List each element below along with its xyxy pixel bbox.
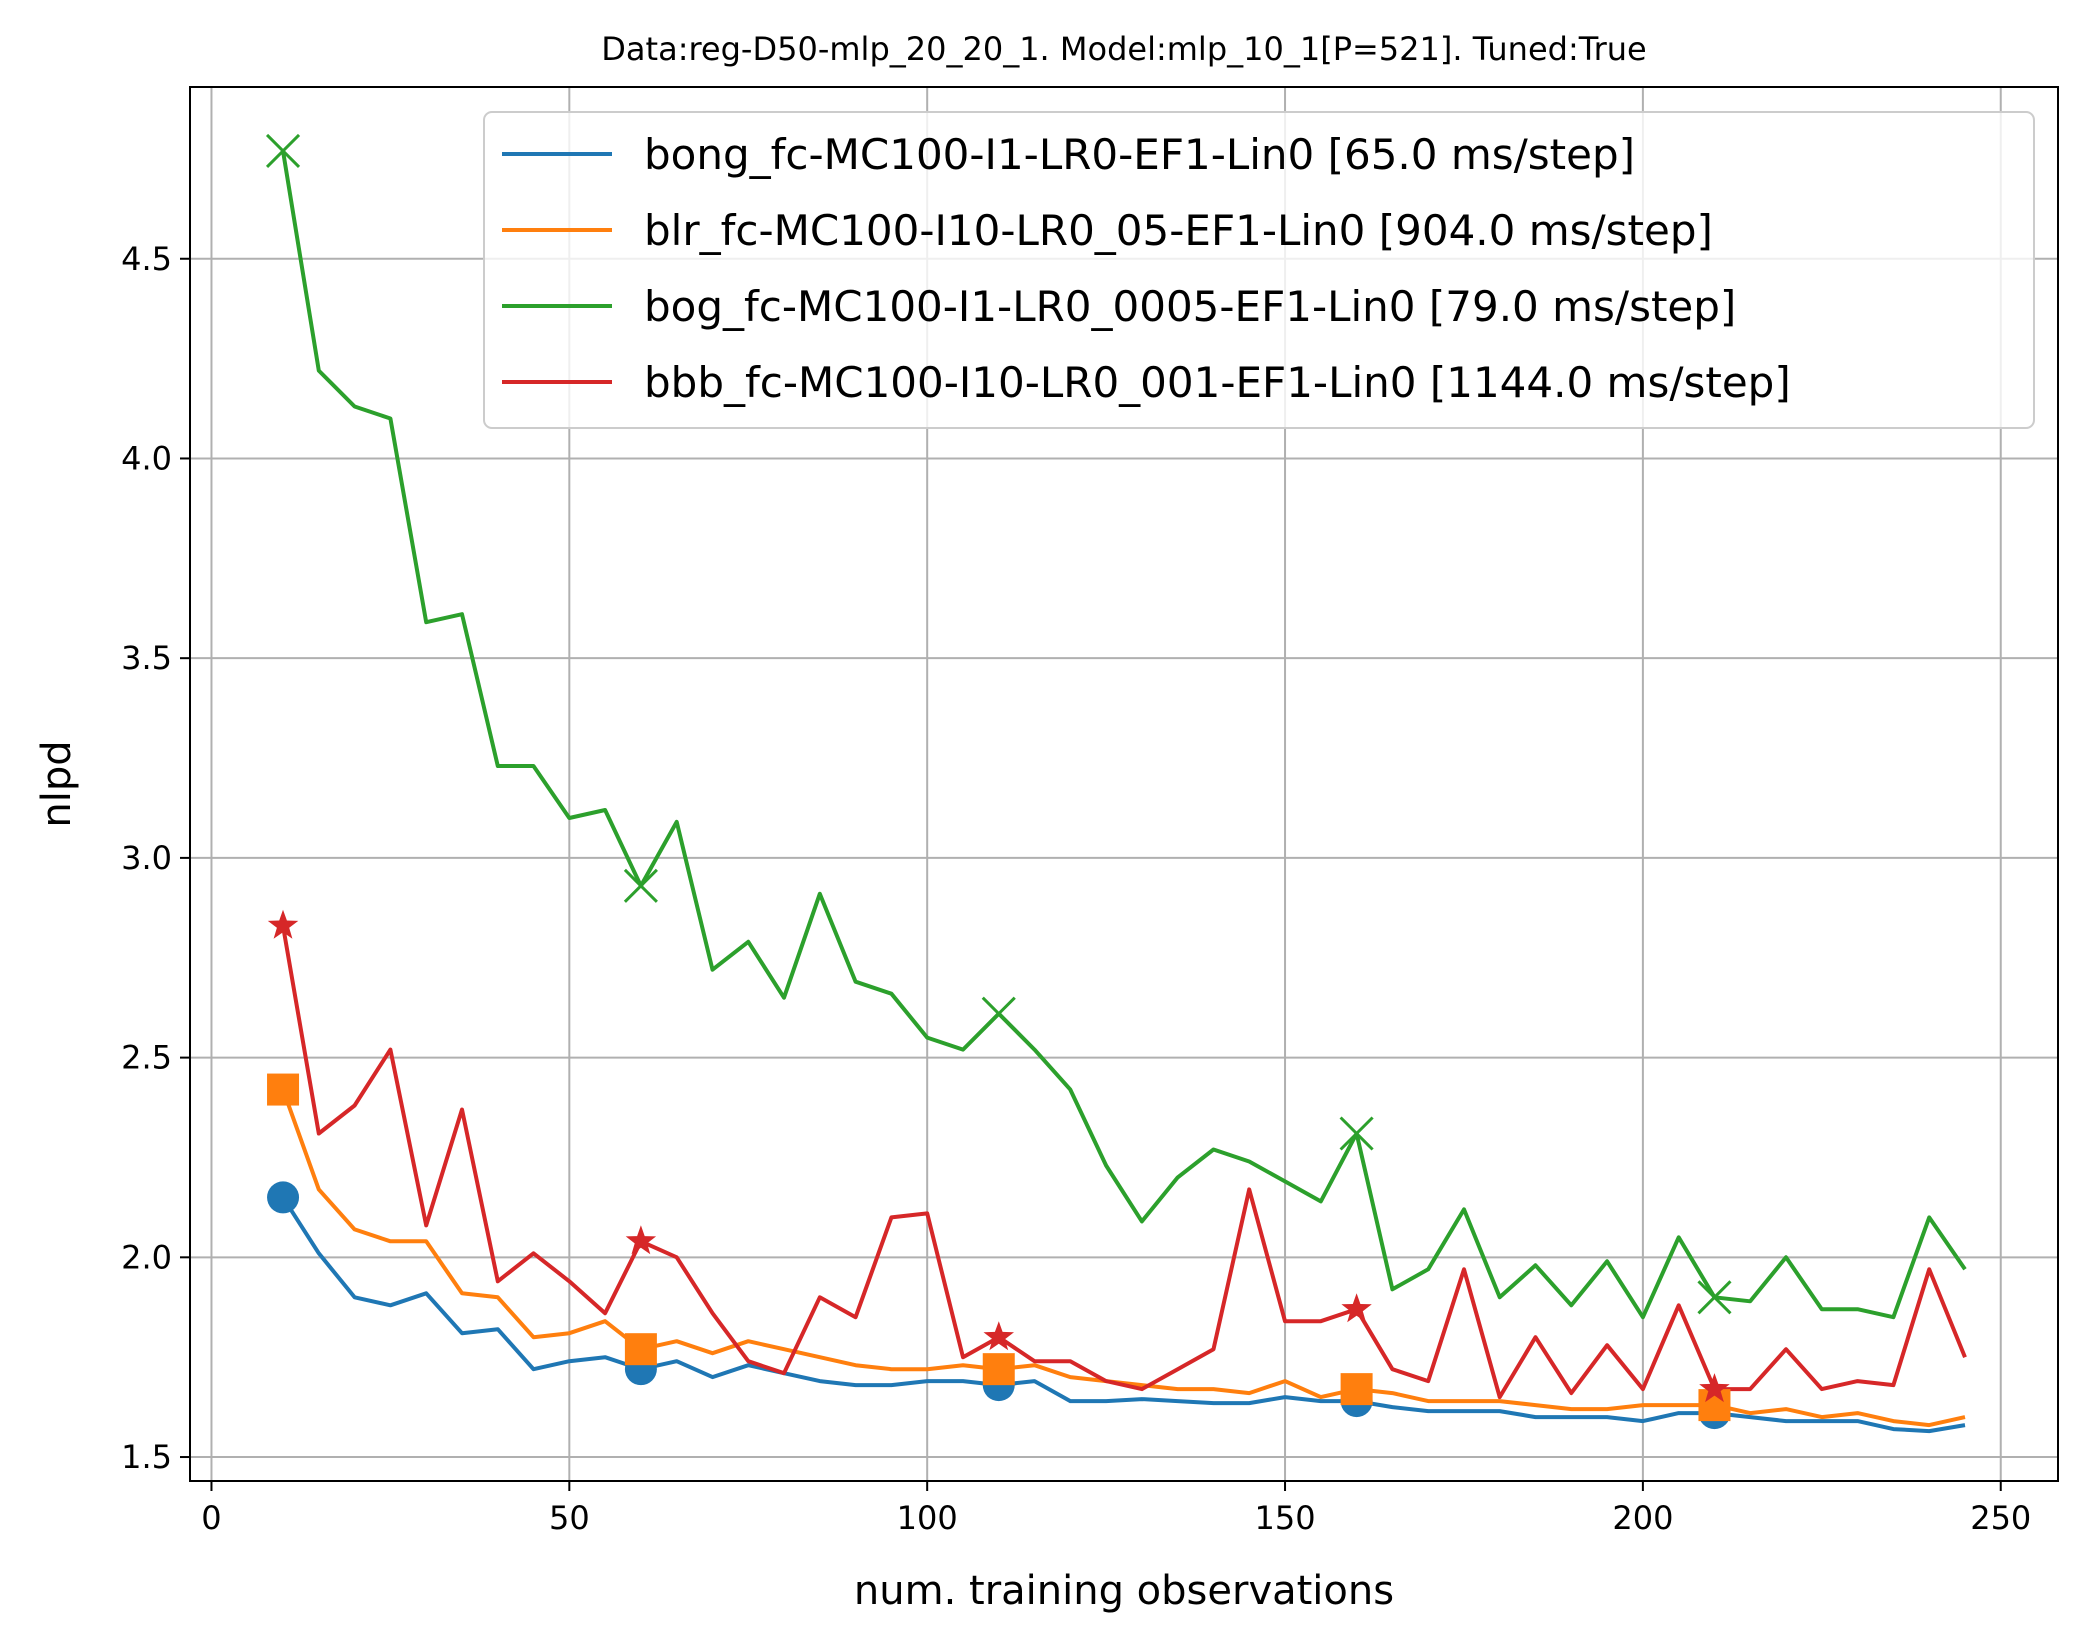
square-marker — [624, 1333, 657, 1366]
square-marker — [267, 1073, 300, 1106]
square-marker — [982, 1353, 1015, 1386]
y-tick-label: 2.5 — [121, 1039, 172, 1077]
x-tick-label: 200 — [1612, 1499, 1673, 1537]
x-marker-stroke — [1697, 1280, 1732, 1315]
x-marker — [1697, 1280, 1732, 1315]
series-markers — [265, 133, 1732, 1430]
square-marker — [1340, 1373, 1373, 1406]
x-tick-label: 250 — [1970, 1499, 2031, 1537]
series-line — [281, 925, 1967, 1400]
x-axis-label: num. training observations — [854, 1568, 1394, 1614]
x-marker-stroke — [981, 996, 1016, 1031]
circle-marker — [267, 1181, 300, 1214]
star-marker — [983, 1321, 1014, 1351]
star-marker — [625, 1225, 657, 1255]
series-line — [281, 150, 1967, 1320]
legend-label: bbb_fc-MC100-I10-LR0_001-EF1-Lin0 [1144.… — [644, 358, 1791, 407]
legend-label: bong_fc-MC100-I1-LR0-EF1-Lin0 [65.0 ms/s… — [644, 130, 1635, 179]
x-marker — [623, 868, 658, 903]
y-tick-label: 3.0 — [121, 839, 172, 877]
y-tick-label: 3.5 — [121, 639, 172, 677]
y-tick-label: 4.5 — [121, 240, 172, 278]
legend-label: blr_fc-MC100-I10-LR0_05-EF1-Lin0 [904.0 … — [644, 206, 1713, 255]
y-tick-label: 2.0 — [121, 1238, 172, 1276]
x-marker — [981, 996, 1016, 1031]
x-marker — [265, 133, 301, 168]
chart-title: Data:reg-D50-mlp_20_20_1. Model:mlp_10_1… — [601, 30, 1646, 68]
x-marker-stroke — [1339, 1116, 1374, 1151]
legend-box — [483, 111, 2035, 429]
y-tick-label: 4.0 — [121, 439, 172, 477]
x-tick-label: 150 — [1254, 1499, 1315, 1537]
x-tick-label: 0 — [201, 1499, 221, 1537]
y-axis-ticks: 1.5 2.0 2.5 3.0 3.5 4.0 4.5 — [121, 240, 190, 1476]
x-tick-label: 50 — [549, 1499, 590, 1537]
x-marker-stroke — [265, 133, 301, 168]
star-marker — [267, 909, 299, 939]
x-axis-ticks: 0 50 100 150 200 250 — [201, 1481, 2031, 1537]
star-marker — [1341, 1293, 1372, 1323]
star-marker — [1699, 1373, 1730, 1403]
y-axis-label: nlpd — [34, 740, 80, 827]
x-marker-stroke — [623, 868, 658, 903]
x-tick-label: 100 — [897, 1499, 958, 1537]
series-lines — [281, 150, 1967, 1434]
legend: bong_fc-MC100-I1-LR0-EF1-Lin0 [65.0 ms/s… — [483, 111, 2035, 429]
x-marker — [1339, 1116, 1374, 1151]
plot-frame — [189, 86, 2059, 1482]
legend-label: bog_fc-MC100-I1-LR0_0005-EF1-Lin0 [79.0 … — [644, 282, 1736, 331]
y-tick-label: 1.5 — [121, 1438, 172, 1476]
series-line — [281, 1196, 1966, 1434]
